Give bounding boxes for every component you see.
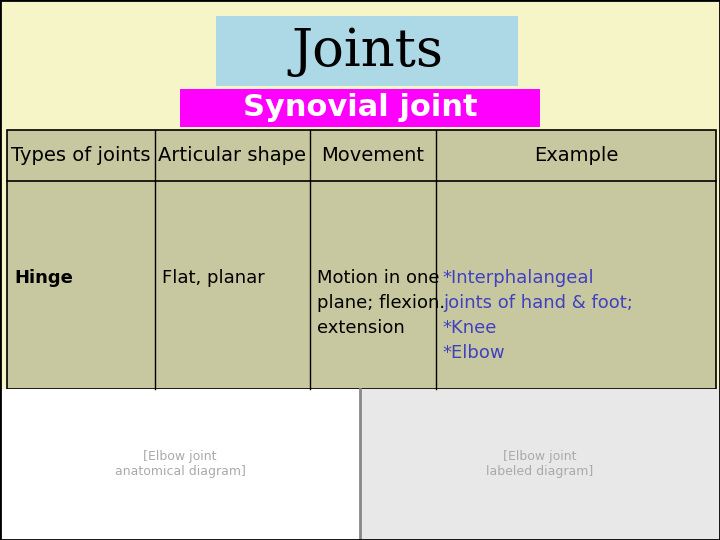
Text: Joints: Joints: [291, 26, 444, 77]
Bar: [360, 389, 720, 540]
Text: Movement: Movement: [321, 146, 424, 165]
Text: *Interphalangeal
joints of hand & foot;
*Knee
*Elbow: *Interphalangeal joints of hand & foot; …: [443, 268, 633, 362]
Text: Example: Example: [534, 146, 618, 165]
Text: [Elbow joint
anatomical diagram]: [Elbow joint anatomical diagram]: [114, 450, 246, 478]
Text: Synovial joint: Synovial joint: [243, 93, 477, 123]
Text: [Elbow joint
labeled diagram]: [Elbow joint labeled diagram]: [487, 450, 593, 478]
Text: Hinge: Hinge: [14, 268, 73, 287]
Bar: [7, 130, 716, 389]
Text: Articular shape: Articular shape: [158, 146, 306, 165]
Text: Flat, planar: Flat, planar: [162, 268, 265, 287]
Text: Motion in one
plane; flexion.
extension: Motion in one plane; flexion. extension: [317, 268, 445, 336]
FancyBboxPatch shape: [180, 89, 540, 127]
Bar: [0, 389, 360, 540]
Text: Types of joints: Types of joints: [12, 146, 150, 165]
FancyBboxPatch shape: [216, 16, 518, 86]
